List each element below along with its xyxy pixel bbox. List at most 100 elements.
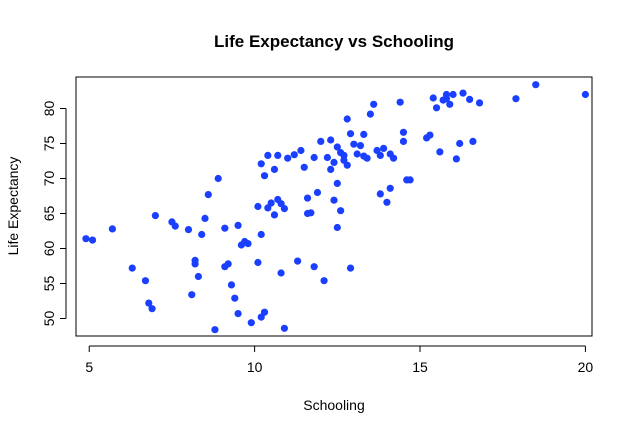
data-point — [452, 155, 460, 163]
x-tick-label: 5 — [85, 359, 93, 375]
data-point — [145, 299, 153, 307]
y-axis: 50 55 60 65 70 75 80 — [41, 101, 67, 327]
data-point — [310, 153, 318, 162]
x-axis: 5 10 15 20 — [85, 345, 594, 375]
data-point — [327, 165, 335, 173]
data-point — [310, 263, 318, 271]
data-point — [280, 324, 288, 332]
data-point — [459, 89, 467, 97]
y-tick-label: 60 — [41, 241, 57, 257]
data-point — [330, 196, 338, 204]
data-point — [194, 272, 202, 281]
data-point — [512, 95, 520, 103]
data-point — [148, 305, 156, 313]
data-point — [317, 137, 325, 145]
data-points — [82, 81, 589, 334]
data-point — [270, 165, 279, 173]
data-point — [307, 209, 315, 217]
data-point — [323, 153, 331, 162]
data-point — [376, 190, 384, 198]
data-point — [82, 235, 90, 243]
data-point — [469, 137, 477, 145]
data-point — [231, 294, 239, 302]
data-point — [466, 95, 474, 103]
data-point — [303, 194, 312, 202]
data-point — [353, 150, 361, 158]
data-point — [383, 198, 391, 206]
data-point — [151, 212, 159, 220]
data-point — [274, 151, 282, 159]
data-point — [346, 264, 355, 272]
data-point — [141, 277, 150, 285]
y-tick-label: 50 — [41, 311, 57, 327]
data-point — [254, 258, 262, 267]
data-point — [294, 257, 302, 265]
data-point — [300, 163, 308, 171]
data-point — [581, 90, 589, 99]
data-point — [260, 172, 269, 180]
data-point — [360, 130, 368, 138]
data-point — [363, 154, 371, 162]
data-point — [333, 143, 341, 151]
x-tick-label: 15 — [412, 359, 428, 375]
data-point — [247, 319, 255, 327]
data-point — [380, 144, 388, 152]
data-point — [320, 277, 328, 285]
data-point — [171, 222, 179, 230]
data-point — [333, 179, 341, 187]
y-axis-label: Life Expectancy — [5, 157, 21, 256]
data-point — [260, 308, 269, 316]
data-point — [221, 224, 229, 232]
plot-area — [75, 76, 593, 337]
data-point — [446, 100, 454, 108]
data-point — [184, 226, 193, 234]
data-point — [333, 223, 341, 232]
y-tick-label: 75 — [41, 136, 57, 152]
data-point — [532, 81, 540, 89]
data-point — [267, 199, 275, 207]
data-point — [198, 230, 206, 239]
data-point — [350, 140, 358, 148]
data-point — [201, 214, 209, 222]
data-point — [270, 211, 279, 219]
y-tick-label: 55 — [41, 276, 57, 292]
data-point — [327, 136, 335, 144]
data-point — [264, 151, 272, 159]
data-point — [277, 269, 285, 277]
data-point — [366, 110, 374, 118]
data-point — [386, 184, 394, 192]
data-point — [227, 281, 236, 289]
data-point — [204, 191, 212, 199]
y-tick-label: 80 — [41, 101, 57, 117]
data-point — [88, 236, 97, 244]
data-point — [191, 260, 199, 268]
data-point — [340, 151, 348, 159]
data-point — [370, 100, 378, 108]
data-point — [426, 131, 434, 139]
data-point — [234, 310, 242, 318]
x-tick-label: 10 — [247, 359, 263, 375]
chart-title: Life Expectancy vs Schooling — [214, 32, 454, 51]
y-tick-label: 70 — [41, 171, 57, 187]
data-point — [429, 94, 437, 102]
data-point — [214, 174, 222, 183]
data-point — [343, 161, 351, 169]
data-point — [389, 154, 398, 162]
data-point — [254, 202, 262, 211]
data-point — [280, 205, 288, 213]
data-point — [330, 158, 338, 166]
data-point — [224, 260, 232, 268]
data-point — [442, 95, 451, 103]
data-point — [284, 154, 292, 162]
x-tick-label: 20 — [578, 359, 594, 375]
x-axis-label: Schooling — [303, 397, 365, 413]
data-point — [128, 264, 136, 272]
data-point — [234, 221, 242, 229]
data-point — [346, 130, 355, 138]
data-point — [406, 176, 414, 184]
data-point — [399, 128, 408, 136]
data-point — [290, 151, 298, 159]
data-point — [356, 142, 365, 150]
data-point — [432, 104, 441, 112]
